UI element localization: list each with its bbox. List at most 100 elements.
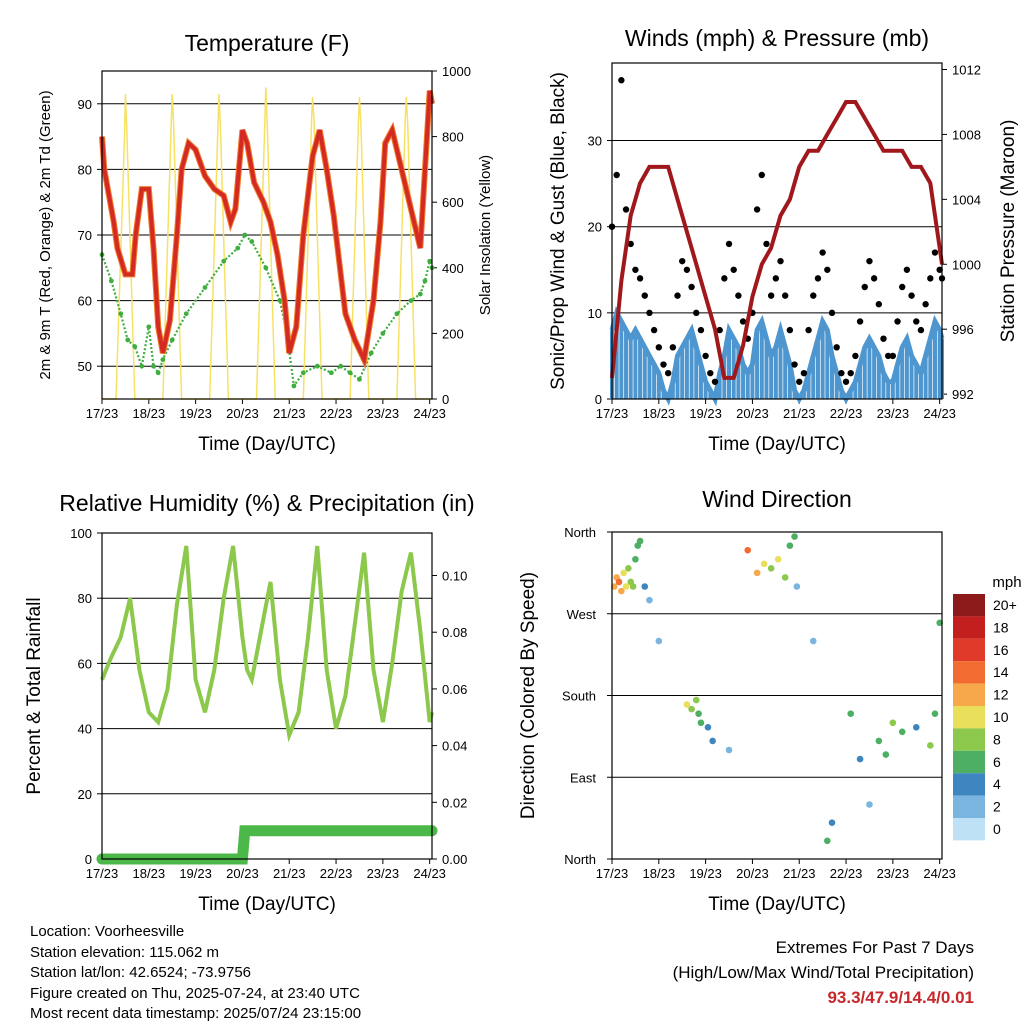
- gust-point: [753, 206, 761, 213]
- x-tick-label: 17/23: [596, 406, 629, 421]
- legend-swatch: [953, 728, 985, 751]
- direction-point: [692, 696, 700, 704]
- direction-point: [632, 555, 639, 563]
- gust-point: [721, 275, 728, 282]
- extremes-block: Extremes For Past 7 Days (High/Low/Max W…: [673, 935, 974, 1010]
- gust-point: [669, 344, 677, 351]
- y-tick-label: North: [564, 852, 596, 867]
- gust-point: [646, 309, 653, 317]
- y-axis-label: Percent & Total Rainfall: [24, 597, 45, 794]
- y2-tick-label: 600: [442, 195, 464, 210]
- plot-frame: [611, 531, 943, 860]
- direction-point: [882, 751, 890, 758]
- gust-point: [772, 275, 780, 282]
- gust-point: [702, 352, 709, 360]
- y2-tick-label: 1000: [952, 257, 981, 272]
- x-tick-label: 21/23: [783, 406, 816, 421]
- legend-swatch: [953, 616, 985, 639]
- gust-point: [786, 326, 794, 334]
- y-tick-label: 30: [588, 134, 602, 149]
- rh-line: [100, 545, 434, 743]
- x-tick-label: 21/23: [273, 866, 306, 881]
- plot-frame: [101, 70, 433, 400]
- direction-point: [620, 569, 628, 577]
- gust-point: [866, 257, 873, 265]
- direction-point: [709, 737, 716, 745]
- gust-point: [758, 171, 765, 179]
- y2-axis-label: Station Pressure (Maroon): [998, 120, 1019, 343]
- gust-point: [613, 171, 620, 179]
- direction-point: [704, 723, 712, 731]
- direction-point: [611, 583, 618, 590]
- gust-point: [880, 335, 887, 342]
- direction-point: [875, 737, 883, 745]
- x-tick-label: 23/23: [877, 866, 910, 881]
- x-axis-label: Time (Day/UTC): [198, 894, 336, 915]
- y-tick-label: North: [564, 525, 596, 540]
- y-tick-label: 60: [78, 294, 92, 309]
- y-tick-label: 70: [78, 228, 92, 243]
- direction-point: [767, 565, 775, 572]
- y2-tick-label: 400: [442, 261, 464, 276]
- gust-point: [810, 292, 817, 299]
- legend-label: 20+: [993, 597, 1017, 613]
- y-tick-label: South: [562, 689, 596, 704]
- direction-point: [866, 801, 873, 808]
- direction-point: [683, 701, 691, 708]
- y-axis-label: Sonic/Prop Wind & Gust (Blue, Black): [548, 72, 569, 390]
- direction-point: [856, 755, 864, 763]
- gust-point: [796, 378, 803, 385]
- legend-swatch: [953, 594, 985, 617]
- gust-point: [697, 326, 705, 334]
- legend-swatch: [953, 706, 985, 729]
- direction-point: [912, 723, 920, 731]
- gust-point: [917, 326, 925, 334]
- legend-swatch: [953, 638, 985, 662]
- gust-point: [688, 283, 695, 291]
- extremes-values: 93.3/47.9/14.4/0.01: [827, 988, 974, 1007]
- panel-1: 50 60 70 80 90 0 200 400 600 800 1000 17/23 18/23 19/…: [37, 30, 494, 455]
- gust-point: [913, 318, 920, 325]
- y-tick-label: 80: [78, 591, 92, 606]
- direction-point: [760, 560, 768, 568]
- y-tick-label: 60: [78, 656, 92, 671]
- gust-point: [641, 292, 648, 299]
- station-elevation: Station elevation: 115.062 m: [30, 943, 220, 961]
- x-tick-label: 19/23: [689, 866, 722, 881]
- direction-point: [615, 578, 623, 586]
- t2m-line: [100, 90, 434, 367]
- x-tick-label: 17/23: [86, 866, 119, 881]
- x-tick-label: 21/23: [273, 406, 306, 421]
- direction-point: [688, 705, 695, 713]
- gust-point: [791, 361, 798, 368]
- station-info: Location: Voorheesville Station elevatio…: [30, 922, 361, 1025]
- x-tick-label: 22/23: [830, 866, 863, 881]
- gust-point: [660, 361, 667, 368]
- y2-tick-label: 1012: [952, 62, 981, 77]
- gust-point: [927, 275, 934, 282]
- direction-point: [931, 710, 939, 717]
- direction-point: [625, 565, 632, 572]
- x-tick-label: 20/23: [736, 866, 769, 881]
- x-tick-label: 18/23: [133, 866, 166, 881]
- pressure-line: [610, 100, 944, 380]
- figure-created: Figure created on Thu, 2025-07-24, at 23…: [30, 984, 360, 1002]
- gust-point: [707, 369, 714, 377]
- y2-tick-label: 200: [442, 326, 464, 341]
- x-tick-label: 18/23: [643, 866, 676, 881]
- direction-point: [646, 596, 653, 604]
- direction-point: [697, 719, 705, 727]
- legend-swatch: [953, 773, 985, 796]
- y2-tick-label: 0: [442, 392, 449, 407]
- direction-point: [926, 742, 934, 749]
- gust-point: [636, 275, 644, 282]
- direction-point: [695, 710, 702, 717]
- legend-label: 18: [993, 619, 1009, 635]
- y2-tick-label: 992: [952, 387, 974, 402]
- gust-point: [894, 318, 901, 325]
- gust-point: [828, 309, 836, 317]
- panel-2: 0 10 20 30 992 996 1000 1004 1008 1012 17/23 18/23 1…: [548, 25, 1019, 455]
- direction-point: [774, 555, 782, 563]
- x-tick-label: 17/23: [596, 866, 629, 881]
- direction-point: [725, 746, 733, 754]
